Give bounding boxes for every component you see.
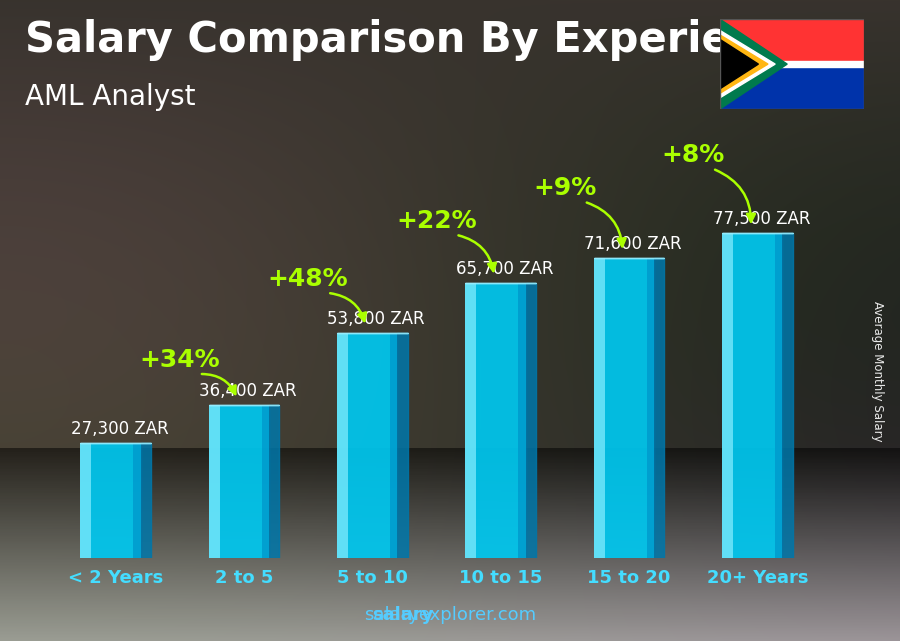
Bar	[209, 405, 220, 558]
Polygon shape	[398, 333, 408, 558]
Bar	[337, 333, 348, 558]
Text: +22%: +22%	[396, 208, 477, 233]
Polygon shape	[720, 30, 775, 98]
Text: 53,800 ZAR: 53,800 ZAR	[328, 310, 425, 328]
Text: +9%: +9%	[533, 176, 597, 199]
Polygon shape	[720, 35, 768, 93]
Bar	[720, 61, 864, 67]
Bar	[720, 64, 864, 109]
Bar	[209, 405, 269, 558]
Text: AML Analyst: AML Analyst	[25, 83, 195, 112]
Bar	[390, 333, 398, 558]
Bar	[720, 19, 864, 64]
Bar	[80, 444, 140, 558]
Text: salaryexplorer.com: salaryexplorer.com	[364, 606, 536, 624]
Polygon shape	[782, 233, 793, 558]
Bar	[647, 258, 654, 558]
Polygon shape	[720, 19, 788, 109]
Text: +34%: +34%	[140, 348, 220, 372]
Bar	[594, 258, 654, 558]
Text: +48%: +48%	[268, 267, 348, 291]
Text: 77,500 ZAR: 77,500 ZAR	[713, 210, 810, 228]
Bar	[465, 283, 476, 558]
Text: +8%: +8%	[662, 142, 724, 167]
Text: 36,400 ZAR: 36,400 ZAR	[199, 383, 297, 401]
Bar	[594, 258, 605, 558]
Text: 27,300 ZAR: 27,300 ZAR	[70, 420, 168, 438]
Polygon shape	[526, 283, 536, 558]
Bar	[722, 233, 782, 558]
Bar	[337, 333, 398, 558]
Text: 65,700 ZAR: 65,700 ZAR	[455, 260, 554, 278]
Bar	[262, 405, 269, 558]
Bar	[133, 444, 140, 558]
Polygon shape	[140, 444, 151, 558]
Text: Salary Comparison By Experience: Salary Comparison By Experience	[25, 19, 813, 62]
Bar	[518, 283, 526, 558]
Bar	[720, 64, 864, 109]
Polygon shape	[654, 258, 664, 558]
Polygon shape	[720, 19, 864, 37]
Polygon shape	[720, 40, 759, 88]
Bar	[720, 19, 864, 64]
Text: salary: salary	[373, 606, 434, 624]
Bar	[722, 233, 733, 558]
Bar	[775, 233, 782, 558]
Text: Average Monthly Salary: Average Monthly Salary	[871, 301, 884, 442]
Polygon shape	[269, 405, 279, 558]
Bar	[80, 444, 91, 558]
Text: 71,600 ZAR: 71,600 ZAR	[584, 235, 681, 253]
Bar	[465, 283, 526, 558]
